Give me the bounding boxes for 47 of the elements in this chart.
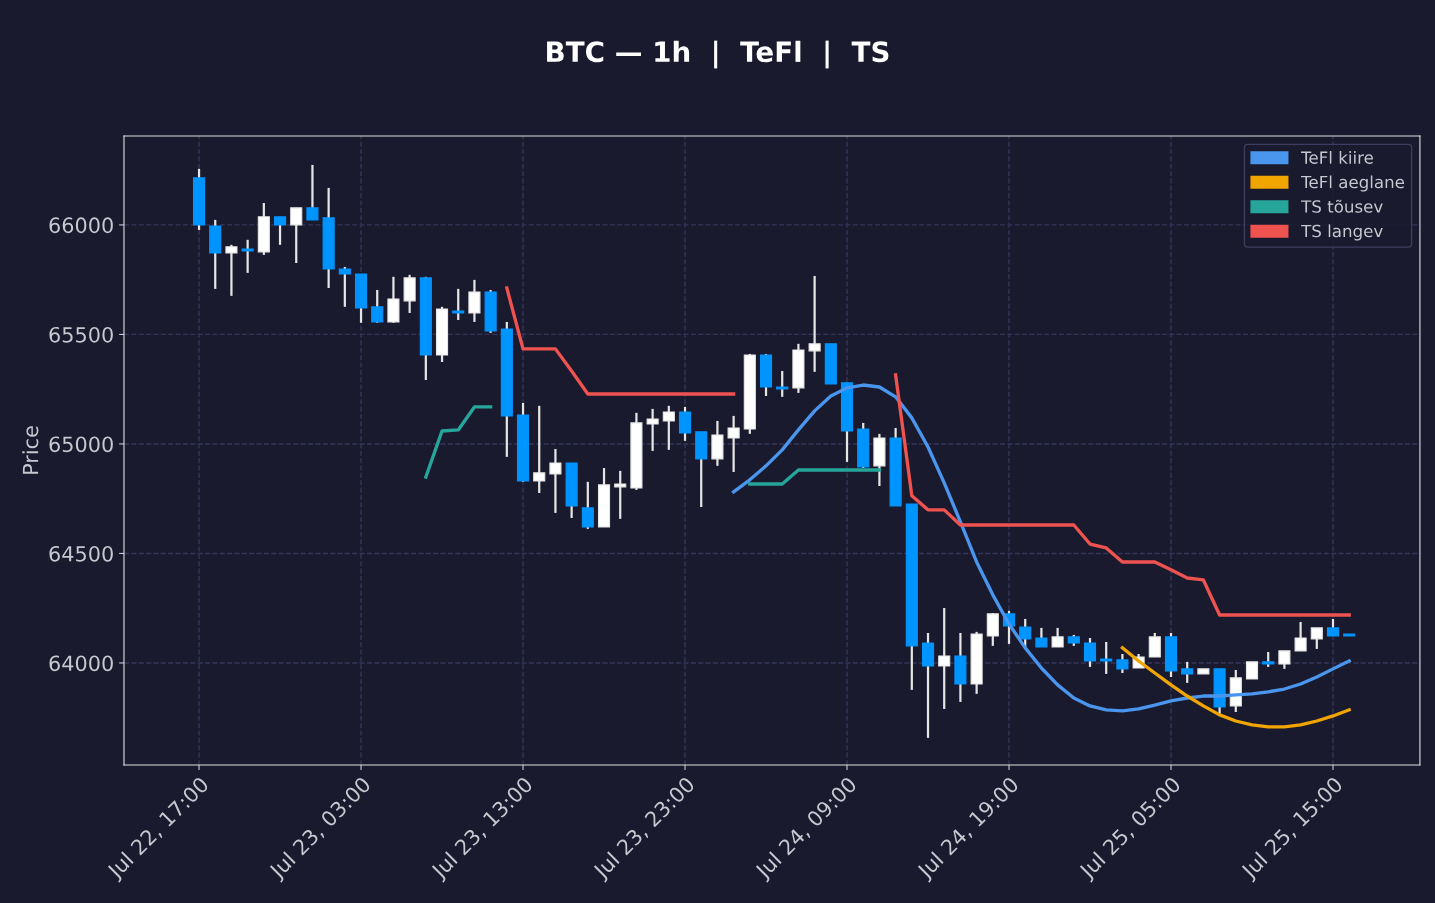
candlestick: [225, 243, 238, 297]
candlestick: [1035, 626, 1048, 649]
line-series: [731, 383, 1351, 713]
candlestick: [241, 238, 254, 274]
y-tick-label: 64000: [49, 655, 113, 672]
chart-title: BTC — 1h | TeFl | TS: [547, 40, 889, 69]
y-tick-label: 66000: [49, 217, 113, 234]
candlestick: [662, 404, 675, 451]
candlestick: [938, 606, 951, 711]
candlestick: [1100, 640, 1113, 676]
candlestick: [1294, 620, 1307, 653]
candlestick: [581, 480, 594, 531]
candlestick: [921, 631, 935, 739]
candlestick: [403, 273, 416, 315]
candlestick: [468, 278, 481, 324]
y-axis-title: Price: [22, 426, 39, 474]
legend-label: TS tõusev: [1301, 199, 1383, 213]
candlestick: [533, 404, 546, 495]
candlestick: [1051, 626, 1064, 649]
candlestick: [1181, 660, 1194, 684]
candlestick: [1310, 626, 1323, 651]
candlestick: [452, 287, 465, 322]
y-tick-label: 64500: [49, 545, 113, 562]
candlestick: [1116, 652, 1129, 675]
candlestick: [1148, 631, 1161, 659]
candlestick: [776, 369, 789, 398]
candlestick: [711, 419, 724, 467]
candlestick: [290, 206, 303, 265]
legend-label: TeFl kiire: [1301, 150, 1373, 164]
legend-label: TeFl aeglane: [1301, 175, 1405, 192]
candlestick: [306, 163, 319, 221]
candlestick: [273, 215, 287, 246]
candlestick: [338, 265, 351, 308]
candlestick: [808, 274, 821, 373]
candlestick: [549, 447, 562, 515]
line-series: [1120, 646, 1351, 729]
candlestick: [727, 414, 740, 474]
candlestick: [1083, 636, 1097, 669]
candlestick: [614, 469, 627, 520]
candlestick: [371, 288, 384, 324]
candlestick: [986, 611, 999, 647]
legend-label: TS langev: [1301, 224, 1383, 241]
candlestick: [646, 407, 659, 453]
candlestick: [387, 275, 400, 324]
y-tick-label: 65000: [49, 436, 113, 453]
y-tick-label: 65500: [49, 326, 113, 343]
candlestick: [678, 405, 692, 442]
